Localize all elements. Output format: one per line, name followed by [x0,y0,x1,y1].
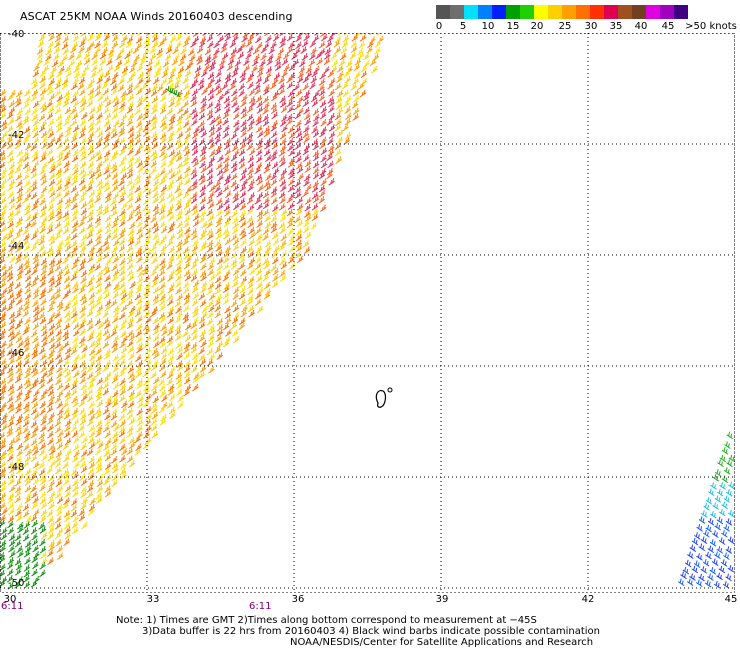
legend-label: 0 [435,21,443,32]
legend-swatch [534,5,548,19]
wind-speed-legend: 0 5 10 15 20 25 30 35 40 45 >50 knots [435,5,737,33]
longitude-label: 33 [146,594,160,605]
legend-swatch [436,5,450,19]
legend-swatch [520,5,534,19]
latitude-label: -42 [8,130,25,141]
time-label-left: 6:11 [1,601,24,612]
note-line-2: 3)Data buffer is 22 hrs from 20160403 4)… [142,626,600,637]
lat-lon-grid [0,33,735,593]
longitude-label: 36 [291,594,305,605]
legend-label: 15 [506,21,520,32]
legend-swatch [562,5,576,19]
legend-label: 30 [584,21,598,32]
legend-label: 35 [609,21,623,32]
latitude-label: -44 [8,241,25,252]
latitude-label: -50 [8,578,25,589]
legend-swatch [548,5,562,19]
latitude-label: -48 [8,462,25,473]
legend-label: 25 [558,21,572,32]
legend-label: 40 [634,21,648,32]
legend-label: 45 [661,21,675,32]
longitude-label: 30 [3,594,17,605]
wind-map [0,33,735,593]
legend-swatch [646,5,660,19]
wind-barbs-layer [0,33,735,590]
legend-swatch [450,5,464,19]
legend-swatch [590,5,604,19]
legend-label: 20 [530,21,544,32]
longitude-label: 45 [724,594,738,605]
legend-label: 10 [481,21,495,32]
legend-swatch [604,5,618,19]
longitude-label: 39 [435,594,449,605]
legend-swatch [464,5,478,19]
latitude-label: -46 [8,348,25,359]
note-line-1: Note: 1) Times are GMT 2)Times along bot… [116,615,537,626]
legend-swatch [674,5,688,19]
longitude-label: 42 [581,594,595,605]
note-line-3: NOAA/NESDIS/Center for Satellite Applica… [290,637,594,648]
island-outline [375,387,393,408]
latitude-label: -40 [8,29,25,40]
legend-color-bar [436,5,736,19]
legend-swatch [506,5,520,19]
legend-swatch [492,5,506,19]
legend-label: >50 knots [685,21,737,32]
legend-swatch [478,5,492,19]
legend-swatch [576,5,590,19]
legend-labels: 0 5 10 15 20 25 30 35 40 45 >50 knots [435,19,737,33]
legend-swatch [618,5,632,19]
time-label-center: 6:11 [249,601,272,612]
legend-label: 5 [459,21,467,32]
map-frame [0,33,735,593]
legend-swatch [660,5,674,19]
chart-title: ASCAT 25KM NOAA Winds 20160403 descendin… [20,10,293,23]
legend-swatch [632,5,646,19]
